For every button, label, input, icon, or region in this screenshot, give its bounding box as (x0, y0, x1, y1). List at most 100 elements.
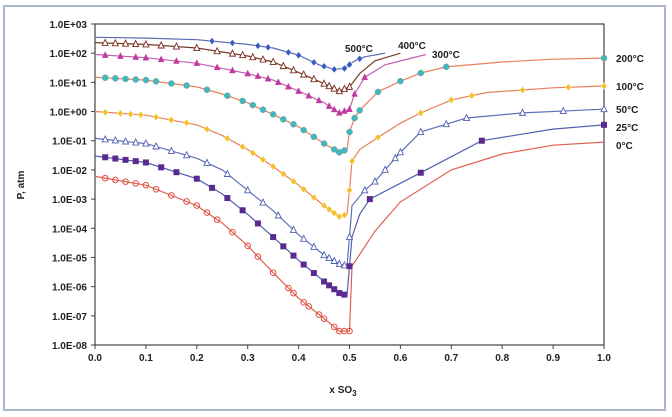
x-tick-label: 0.2 (190, 353, 204, 364)
data-point (417, 69, 425, 77)
data-point (167, 146, 176, 154)
data-point (356, 54, 363, 63)
data-point (361, 185, 369, 194)
data-point (356, 107, 363, 114)
data-point (229, 66, 236, 74)
data-point (168, 192, 175, 199)
data-point (152, 185, 160, 193)
data-point (127, 110, 134, 118)
data-point (137, 111, 145, 119)
data-point (193, 202, 201, 209)
data-point (442, 63, 450, 71)
data-point (285, 284, 292, 292)
data-point (132, 53, 140, 60)
data-point (300, 185, 307, 194)
data-point (239, 207, 246, 214)
data-point (112, 176, 119, 184)
data-point (269, 269, 277, 277)
series-label: 200°C (616, 54, 644, 65)
data-point (346, 60, 353, 69)
data-point (300, 299, 307, 306)
data-point (336, 290, 343, 297)
data-point (193, 175, 200, 182)
data-point (183, 119, 190, 127)
data-point (600, 54, 608, 62)
data-point (336, 327, 343, 335)
data-point (224, 92, 231, 99)
data-point (274, 78, 282, 85)
data-point (310, 242, 318, 250)
data-point (295, 51, 302, 60)
data-point (249, 52, 257, 61)
data-point (374, 133, 382, 142)
data-point (320, 315, 328, 322)
data-point (315, 311, 323, 318)
data-point (442, 119, 450, 128)
x-tick-label: 0.7 (444, 353, 458, 364)
series-labels: 500°C 400°C 300°C 200°C 100°C 50°C 25°C 0°C (345, 41, 644, 152)
data-point (559, 106, 568, 115)
data-point (203, 125, 211, 133)
data-point (173, 57, 180, 64)
data-point (518, 108, 527, 116)
data-point (229, 228, 236, 236)
y-tick-label: 1.0E-08 (52, 341, 87, 352)
data-point (228, 49, 237, 57)
y-tick-label: 1.0E-03 (52, 195, 87, 206)
y-tick-label: 1.0E+01 (49, 78, 87, 89)
data-point (341, 211, 348, 219)
data-point (310, 270, 317, 277)
data-point (249, 149, 257, 157)
data-point (374, 88, 382, 96)
data-point (299, 70, 308, 78)
data-point (330, 65, 338, 74)
x-tick-label: 1.0 (597, 353, 611, 364)
series-label: 300°C (432, 50, 460, 61)
data-point (335, 86, 344, 95)
data-point (346, 327, 353, 335)
data-point (601, 121, 607, 128)
data-point (183, 198, 190, 205)
data-point (310, 133, 318, 141)
data-point (157, 40, 165, 49)
data-point (208, 37, 216, 45)
data-point (330, 105, 338, 113)
data-point (280, 243, 287, 250)
x-tick-label: 0.9 (546, 353, 560, 364)
chart-frame (3, 5, 666, 411)
data-point (519, 86, 526, 94)
data-point (300, 261, 307, 268)
data-point (295, 87, 302, 94)
data-point (213, 46, 221, 55)
data-point (346, 105, 353, 112)
data-point (269, 162, 277, 171)
data-point (320, 250, 328, 259)
data-point (168, 116, 175, 124)
data-point (320, 201, 328, 210)
data-point (330, 146, 338, 153)
data-point (259, 198, 267, 206)
data-point (183, 82, 190, 89)
data-point (330, 209, 338, 217)
data-point (132, 180, 140, 187)
data-point (249, 101, 257, 109)
series-label: 400°C (398, 41, 426, 52)
data-point (330, 84, 338, 92)
data-point (280, 170, 287, 178)
data-point (280, 116, 287, 123)
data-point (254, 253, 262, 260)
data-point (371, 177, 379, 185)
data-point (361, 73, 369, 80)
data-point (346, 186, 353, 195)
data-point (122, 178, 129, 185)
data-point (417, 127, 425, 135)
y-axis-label: P, atm (16, 171, 27, 200)
x-tick-label: 0.4 (292, 353, 306, 364)
data-point (417, 169, 424, 176)
data-point (158, 164, 165, 171)
data-point (101, 51, 109, 58)
data-point (121, 39, 130, 47)
data-point (229, 39, 236, 47)
data-point (290, 289, 297, 297)
data-point (224, 134, 231, 143)
